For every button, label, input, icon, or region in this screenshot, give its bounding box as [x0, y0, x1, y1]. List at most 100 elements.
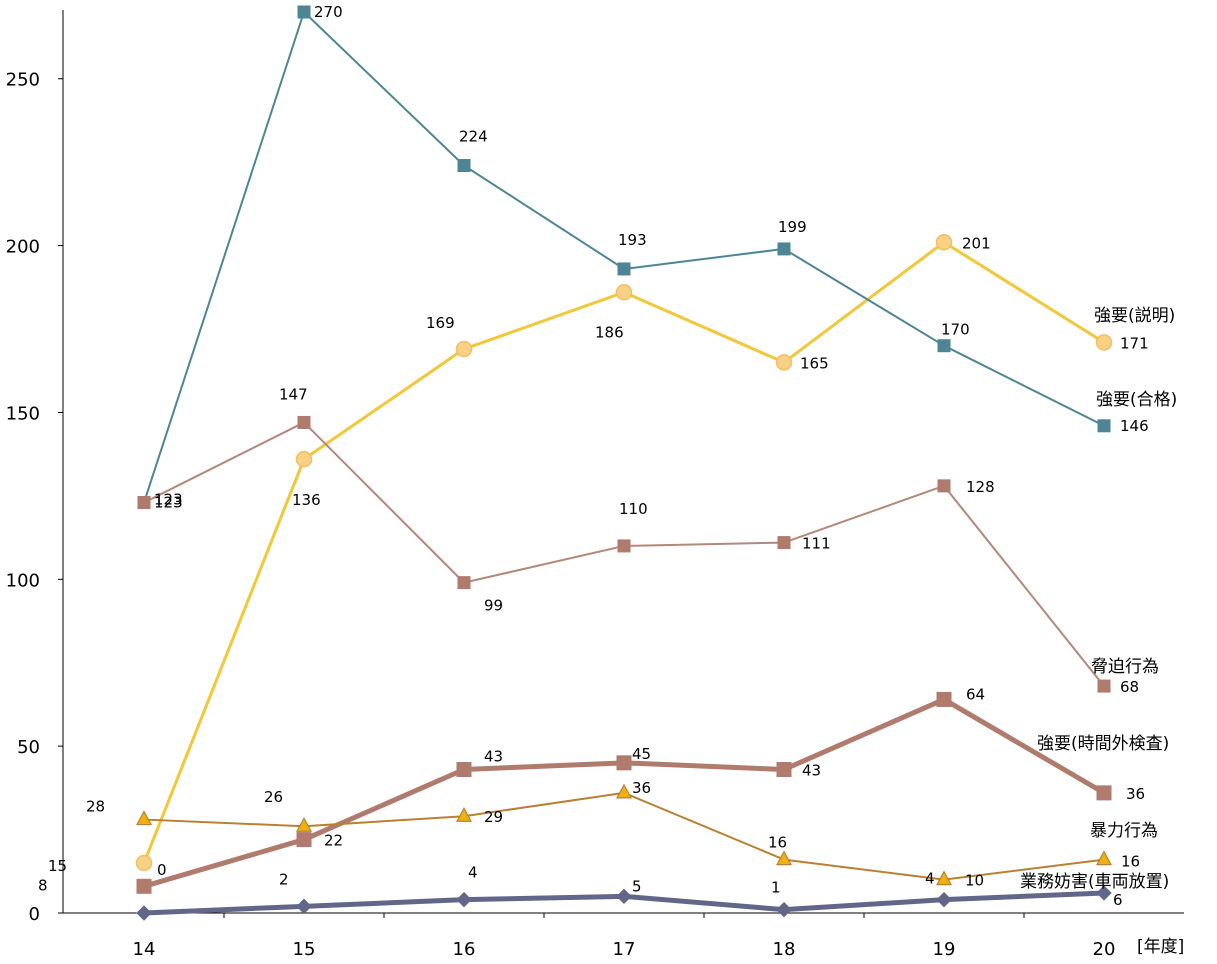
series-3-marker-5 — [936, 691, 952, 707]
x-tick-label-2: 16 — [453, 939, 476, 960]
series-3-data-label-3: 45 — [632, 745, 651, 763]
series-0-marker-1 — [295, 450, 313, 468]
series-1-data-label-2: 224 — [459, 128, 488, 146]
series-2-marker-5 — [937, 479, 951, 493]
series-4-data-label-1: 26 — [264, 788, 283, 806]
series-0-marker-3 — [615, 284, 633, 301]
series-5-data-label-1: 2 — [279, 870, 289, 888]
series-label-2: 脅迫行為 — [1091, 657, 1159, 677]
series-1-marker-1 — [297, 5, 311, 19]
series-line-1 — [143, 11, 1105, 504]
series-5-marker-0 — [136, 905, 152, 921]
series-lines — [141, 11, 1107, 916]
series-5-marker-1 — [296, 898, 312, 915]
series-3-data-label-6: 36 — [1126, 785, 1145, 803]
series-4-data-label-6: 16 — [1121, 853, 1140, 871]
series-5-marker-6 — [1096, 885, 1112, 901]
series-4-marker-2 — [455, 806, 473, 822]
x-ticks-layer: 14 15 16 17 18 19 20 — [133, 913, 1116, 960]
series-0-marker-5 — [935, 234, 953, 251]
series-1-data-label-0: 123 — [154, 494, 183, 512]
series-2-data-label-3: 110 — [619, 500, 648, 518]
series-1-data-label-3: 193 — [618, 231, 647, 249]
series-2-data-label-5: 128 — [966, 478, 995, 496]
series-2-data-label-4: 111 — [802, 535, 831, 553]
x-tick-label-4: 18 — [773, 939, 796, 960]
series-5-data-label-4: 1 — [771, 879, 781, 897]
y-tick-label-5: 250 — [6, 70, 40, 91]
series-1-marker-5 — [937, 339, 951, 353]
series-3-data-label-4: 43 — [802, 762, 821, 780]
y-tick-label-1: 50 — [17, 737, 40, 758]
series-5-marker-4 — [776, 901, 792, 918]
series-1-marker-2 — [457, 159, 471, 173]
x-tick-label-3: 17 — [613, 939, 636, 960]
series-4-data-label-0: 28 — [86, 798, 105, 816]
series-0-data-label-0: 15 — [48, 857, 67, 875]
series-4-marker-5 — [935, 870, 953, 886]
series-5-marker-5 — [936, 891, 952, 908]
series-label-4: 暴力行為 — [1090, 821, 1158, 841]
series-2-marker-6 — [1097, 679, 1111, 693]
series-2-marker-2 — [457, 576, 471, 590]
x-unit-label: [年度] — [1137, 937, 1184, 957]
series-0-data-label-3: 186 — [595, 323, 624, 341]
series-line-4 — [143, 791, 1105, 881]
series-1-data-label-6: 146 — [1120, 417, 1149, 435]
series-0-marker-2 — [455, 340, 473, 358]
series-2-marker-0 — [137, 496, 151, 510]
series-4-data-label-5: 10 — [965, 872, 984, 890]
series-0-data-label-5: 201 — [962, 234, 991, 252]
series-label-5: 業務妨害(車両放置) — [1020, 872, 1169, 892]
series-5-data-label-2: 4 — [468, 864, 478, 882]
x-tick-label-6: 20 — [1093, 939, 1116, 960]
series-0-data-label-1: 136 — [292, 491, 321, 509]
series-4-marker-1 — [295, 816, 313, 832]
series-3-data-label-5: 64 — [966, 685, 985, 703]
series-5-marker-3 — [616, 888, 632, 905]
series-3-marker-2 — [456, 762, 472, 778]
series-5-marker-2 — [456, 891, 472, 908]
series-3-marker-6 — [1096, 785, 1112, 801]
series-4-marker-3 — [615, 783, 633, 799]
series-3-data-label-1: 22 — [324, 832, 343, 850]
series-3-marker-1 — [296, 832, 312, 848]
x-tick-label-5: 19 — [933, 939, 956, 960]
series-4-data-label-2: 29 — [484, 808, 503, 826]
series-4-data-label-3: 36 — [632, 779, 651, 797]
series-3-marker-3 — [616, 755, 632, 771]
y-tick-label-3: 150 — [6, 403, 40, 424]
series-4-marker-0 — [135, 810, 153, 826]
series-line-2 — [143, 421, 1105, 688]
series-2-marker-4 — [777, 536, 791, 550]
x-tick-label-0: 14 — [133, 939, 156, 960]
series-3-marker-4 — [776, 762, 792, 778]
series-0-data-label-6: 171 — [1120, 334, 1149, 352]
series-3-data-label-2: 43 — [484, 748, 503, 766]
series-2-data-label-2: 99 — [484, 597, 503, 615]
series-1-data-label-5: 170 — [941, 321, 970, 339]
series-0-data-label-2: 169 — [426, 314, 455, 332]
series-2-marker-3 — [617, 539, 631, 553]
series-5-data-label-6: 6 — [1113, 891, 1123, 909]
series-1-marker-6 — [1097, 419, 1111, 433]
series-4-marker-4 — [775, 850, 793, 866]
x-tick-label-1: 15 — [293, 939, 316, 960]
y-tick-label-2: 100 — [6, 570, 40, 591]
series-2-data-label-0: 123 — [154, 491, 183, 509]
series-0-marker-0 — [135, 854, 153, 872]
series-4-marker-6 — [1095, 850, 1113, 866]
series-2-data-label-6: 68 — [1120, 678, 1139, 696]
series-markers — [135, 5, 1113, 921]
y-ticks-layer: 0 50 100 150 200 250 — [6, 70, 63, 925]
series-3-data-label-0: 8 — [38, 876, 48, 894]
series-2-marker-1 — [297, 415, 311, 429]
data-labels: 1513616918616520117112327022419319917014… — [38, 3, 1149, 909]
series-0-marker-6 — [1095, 334, 1113, 351]
series-1-data-label-1: 270 — [314, 3, 343, 21]
y-tick-label-4: 200 — [6, 237, 40, 258]
series-label-1: 強要(合格) — [1096, 390, 1177, 410]
